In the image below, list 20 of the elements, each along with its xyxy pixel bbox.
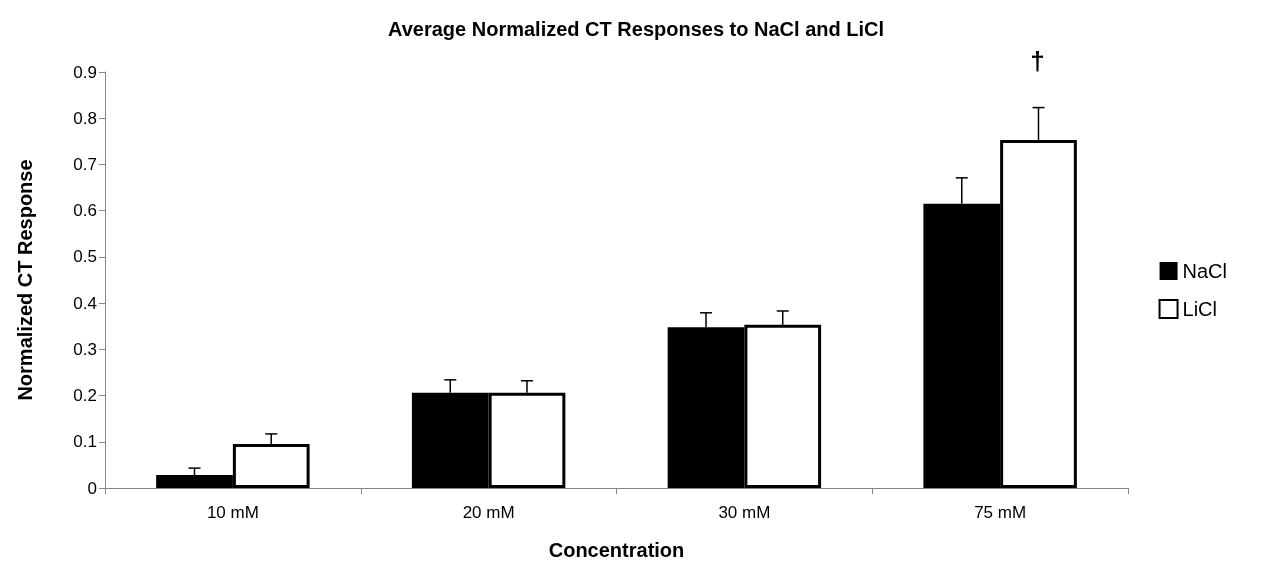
y-tick-label: 0.6 bbox=[73, 201, 97, 221]
y-tick-label: 0.5 bbox=[73, 247, 97, 267]
y-tick-label: 0.7 bbox=[73, 154, 97, 174]
y-tick-label: 0.2 bbox=[73, 386, 97, 406]
y-tick-label: 0.4 bbox=[73, 293, 97, 313]
annotation: † bbox=[1030, 46, 1045, 76]
y-tick-label: 0.3 bbox=[73, 339, 97, 359]
y-axis-title: Normalized CT Response bbox=[14, 159, 36, 401]
y-tick-label: 0 bbox=[87, 478, 97, 498]
x-axis-title: Concentration bbox=[548, 539, 685, 561]
legend-label: NaCl bbox=[1182, 260, 1227, 282]
chart-title: Average Normalized CT Responses to NaCl and LiCl bbox=[387, 18, 885, 40]
y-tick-label: 0.9 bbox=[73, 62, 97, 82]
x-tick-label: 75 mM bbox=[974, 503, 1027, 522]
y-tick-label: 0.1 bbox=[73, 432, 97, 452]
y-tick-label: 0.8 bbox=[73, 108, 97, 128]
x-tick-label: 20 mM bbox=[462, 503, 515, 522]
x-tick-label: 10 mM bbox=[206, 503, 259, 522]
legend-label: LiCl bbox=[1182, 298, 1217, 320]
x-tick-label: 30 mM bbox=[718, 503, 771, 522]
